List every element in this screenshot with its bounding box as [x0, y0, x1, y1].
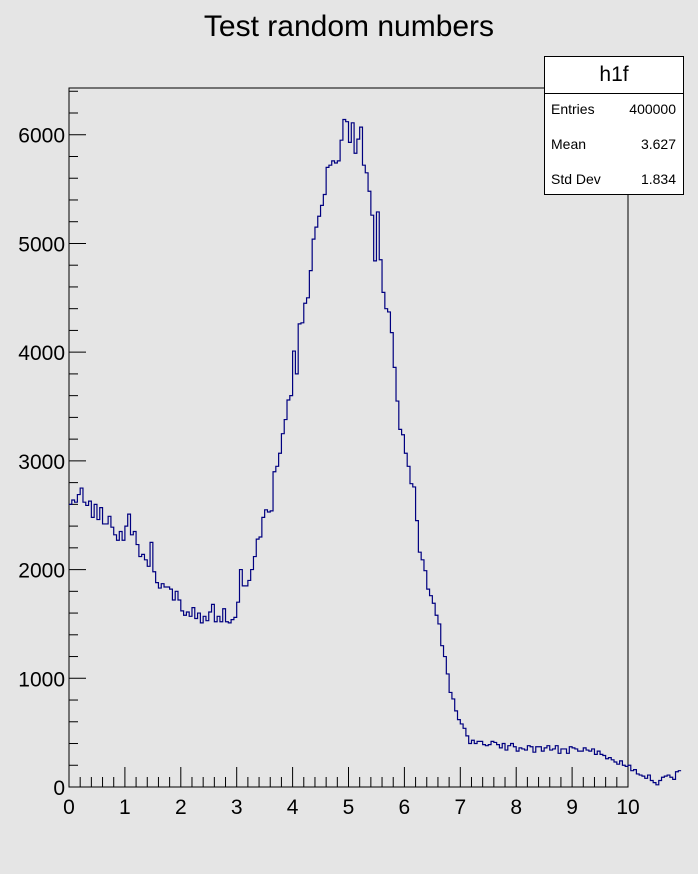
x-tick-label: 4: [287, 796, 299, 819]
x-tick-label: 6: [399, 796, 411, 819]
x-tick-label: 3: [231, 796, 243, 819]
stats-box[interactable]: h1f Entries 400000 Mean 3.627 Std Dev 1.…: [544, 56, 684, 195]
y-tick-label: 5000: [18, 233, 65, 256]
stats-row-entries: Entries 400000: [551, 101, 676, 121]
axes: 0 1 2 3 4 5 6 7 8 9 10 0 1000 2000 3000 4000 5000 6000: [18, 90, 640, 819]
stats-key: Entries: [551, 101, 595, 117]
y-tick-label: 1000: [18, 668, 65, 691]
stats-key: Mean: [551, 136, 587, 152]
histogram-series-h1f: [69, 118, 682, 786]
stats-row-std-dev: Std Dev 1.834: [551, 171, 676, 191]
y-tick-label: 3000: [18, 451, 65, 474]
y-tick-label: 4000: [18, 342, 65, 365]
stats-key: Std Dev: [551, 171, 601, 187]
stats-value: 3.627: [640, 136, 676, 152]
stats-value: 1.834: [640, 171, 676, 187]
y-tick-label: 0: [53, 777, 65, 800]
x-tick-label: 0: [63, 796, 75, 819]
chart-title: Test random numbers: [203, 10, 495, 43]
stats-row-mean: Mean 3.627: [551, 136, 676, 156]
stats-histogram-name: h1f: [545, 57, 683, 94]
stats-value: 400000: [629, 101, 676, 117]
x-tick-label: 2: [175, 796, 187, 819]
x-tick-label: 9: [566, 796, 578, 819]
y-tick-label: 6000: [18, 125, 65, 148]
y-tick-label: 2000: [18, 560, 65, 583]
x-tick-label: 5: [343, 796, 355, 819]
x-tick-label: 10: [616, 796, 639, 819]
x-tick-label: 7: [454, 796, 466, 819]
x-tick-label: 1: [119, 796, 131, 819]
x-tick-label: 8: [510, 796, 522, 819]
